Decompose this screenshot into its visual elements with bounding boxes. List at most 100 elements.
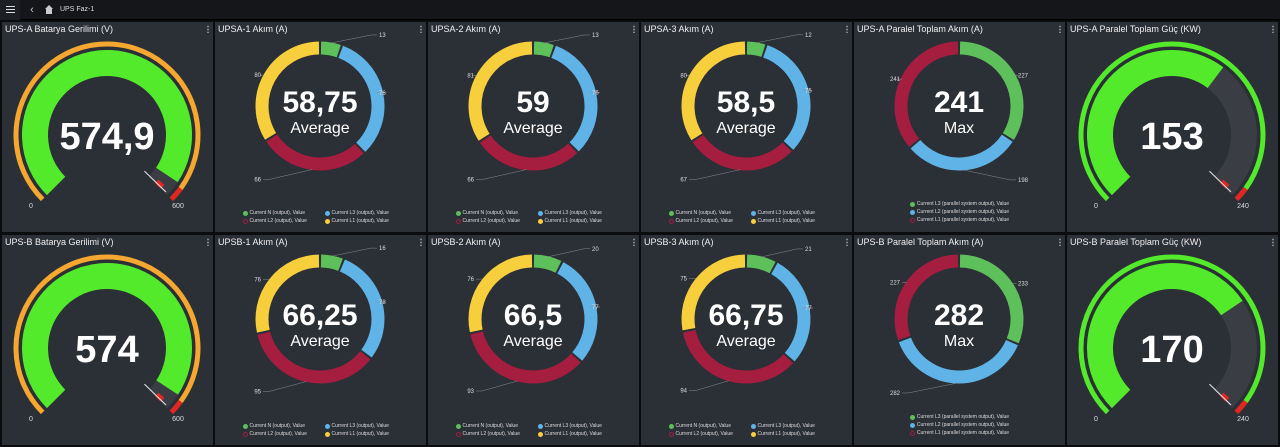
donut-slice-red[interactable] [470, 331, 581, 384]
legend-item[interactable]: Current L2 (output), Value [455, 218, 530, 224]
legend-item[interactable]: Current L3 (parallel system output), Val… [909, 414, 1009, 420]
menu-icon[interactable] [0, 0, 20, 20]
legend-item[interactable]: Current L1 (output), Value [537, 431, 612, 437]
donut-leader-line [332, 247, 378, 257]
panel-title[interactable]: UPSA-3 Akım (A) [644, 24, 714, 34]
panel-menu-icon[interactable] [207, 238, 209, 246]
legend-item[interactable]: Current L2 (output), Value [242, 218, 317, 224]
legend-item[interactable]: Current L3 (output), Value [537, 210, 612, 216]
panel-menu-icon[interactable] [633, 238, 635, 246]
panel-menu-icon[interactable] [633, 25, 635, 33]
donut-slice-yellow[interactable] [681, 254, 746, 331]
donut-slice-green[interactable] [533, 41, 554, 58]
donut-slice-blue[interactable] [557, 262, 598, 361]
legend-item[interactable]: Current L3 (output), Value [750, 423, 825, 429]
legend-item[interactable]: Current N (output), Value [242, 423, 317, 429]
legend-item[interactable]: Current L2 (parallel system output), Val… [909, 209, 1009, 215]
panel-menu-icon[interactable] [846, 25, 848, 33]
panel-menu-icon[interactable] [1272, 238, 1274, 246]
donut-slice-label: 76 [467, 277, 474, 283]
panel-title[interactable]: UPS-B Paralel Toplam Güç (KW) [1070, 237, 1202, 247]
donut-slice-blue[interactable] [338, 45, 385, 152]
panel-menu-icon[interactable] [846, 238, 848, 246]
donut-slice-red[interactable] [479, 135, 578, 171]
panel-menu-icon[interactable] [1059, 238, 1061, 246]
panel-title[interactable]: UPS-B Paralel Toplam Akım (A) [857, 237, 984, 247]
donut-slice-green[interactable] [959, 254, 1024, 344]
legend-item[interactable]: Current N (output), Value [242, 210, 317, 216]
panel-menu-icon[interactable] [420, 238, 422, 246]
donut-center-value: 66,25 [282, 299, 357, 332]
donut-slice-green[interactable] [746, 41, 766, 57]
donut-slice-yellow[interactable] [681, 41, 746, 141]
legend-item[interactable]: Current N (output), Value [455, 210, 530, 216]
gauge-min-label: 0 [29, 416, 33, 423]
gauge-end-marker [1220, 392, 1230, 402]
legend-item[interactable]: Current L2 (output), Value [242, 431, 317, 437]
donut-slice-red[interactable] [257, 331, 371, 384]
donut-slice-green[interactable] [320, 41, 341, 58]
donut-slice-yellow[interactable] [255, 254, 320, 333]
donut-slice-green[interactable] [746, 254, 776, 274]
donut-slice-red[interactable] [894, 41, 959, 147]
donut-slice-blue[interactable] [551, 45, 598, 152]
donut-slice-label: 76 [379, 91, 386, 97]
home-icon[interactable] [44, 4, 54, 15]
panel-menu-icon[interactable] [420, 25, 422, 33]
donut-leader-line [331, 34, 378, 44]
donut-slice-blue[interactable] [771, 262, 811, 362]
legend-item[interactable]: Current L3 (output), Value [750, 210, 825, 216]
back-arrow-icon[interactable]: ‹ [30, 3, 34, 16]
panel-title[interactable]: UPS-A Paralel Toplam Güç (KW) [1070, 24, 1201, 34]
legend-item[interactable]: Current L3 (output), Value [537, 423, 612, 429]
legend-item[interactable]: Current L1 (output), Value [324, 431, 399, 437]
donut-slice-blue[interactable] [762, 45, 811, 150]
donut-slice-red[interactable] [692, 134, 792, 171]
donut-slice-blue[interactable] [339, 259, 385, 358]
legend-item[interactable]: Current L2 (output), Value [455, 431, 530, 437]
donut-center-label: Average [290, 333, 349, 350]
donut-slice-red[interactable] [266, 134, 364, 171]
panel-title[interactable]: UPSB-1 Akım (A) [218, 237, 288, 247]
donut-slice-red[interactable] [894, 254, 959, 341]
legend-item[interactable]: Current N (output), Value [668, 423, 743, 429]
legend-label: Current L2 (output), Value [675, 431, 733, 437]
legend-item[interactable]: Current L2 (parallel system output), Val… [909, 422, 1009, 428]
panel-menu-icon[interactable] [207, 25, 209, 33]
legend-item[interactable]: Current L1 (output), Value [537, 218, 612, 224]
panel-title[interactable]: UPSA-1 Akım (A) [218, 24, 288, 34]
donut-center-value: 66,5 [504, 299, 562, 332]
donut-slice-green[interactable] [320, 254, 343, 271]
panel-title[interactable]: UPSB-2 Akım (A) [431, 237, 501, 247]
legend-item[interactable]: Current L3 (output), Value [324, 423, 399, 429]
donut-slice-green[interactable] [959, 41, 1024, 140]
donut-slice-blue[interactable] [898, 337, 1018, 384]
legend-item[interactable]: Current L1 (output), Value [750, 218, 825, 224]
panel-menu-icon[interactable] [1059, 25, 1061, 33]
donut-leader-line [688, 380, 729, 391]
gauge-max-label: 600 [172, 416, 184, 423]
panel-title[interactable]: UPSB-3 Akım (A) [644, 237, 714, 247]
legend-item[interactable]: Current L1 (output), Value [750, 431, 825, 437]
legend-item[interactable]: Current L1 (parallel system output), Val… [909, 430, 1009, 436]
legend-item[interactable]: Current L2 (output), Value [668, 218, 743, 224]
legend-item[interactable]: Current L3 (output), Value [324, 210, 399, 216]
legend-item[interactable]: Current N (output), Value [668, 210, 743, 216]
legend-item[interactable]: Current L1 (parallel system output), Val… [909, 217, 1009, 223]
donut-slice-green[interactable] [533, 254, 562, 273]
donut-slice-red[interactable] [682, 329, 794, 384]
legend-item[interactable]: Current N (output), Value [455, 423, 530, 429]
breadcrumb[interactable]: UPS Faz-1 [60, 6, 95, 13]
panel-title[interactable]: UPS-A Paralel Toplam Akım (A) [857, 24, 983, 34]
donut-slice-yellow[interactable] [468, 41, 533, 141]
legend-item[interactable]: Current L1 (output), Value [324, 218, 399, 224]
panel-title[interactable]: UPS-B Batarya Gerilimi (V) [5, 237, 114, 247]
donut-slice-yellow[interactable] [468, 254, 533, 333]
panel-title[interactable]: UPSA-2 Akım (A) [431, 24, 501, 34]
donut-slice-yellow[interactable] [255, 41, 320, 140]
legend-item[interactable]: Current L2 (output), Value [668, 431, 743, 437]
panel-menu-icon[interactable] [1272, 25, 1274, 33]
panel-title[interactable]: UPS-A Batarya Gerilimi (V) [5, 24, 114, 34]
donut-slice-blue[interactable] [910, 134, 1013, 171]
legend-item[interactable]: Current L3 (parallel system output), Val… [909, 201, 1009, 207]
